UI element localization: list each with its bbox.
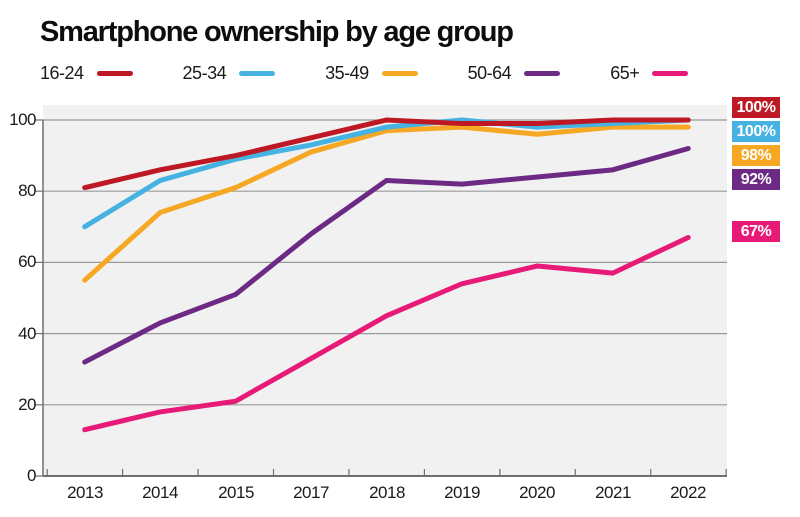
y-axis-tick-0: 0 [27, 466, 36, 485]
x-axis-tick-2018: 2018 [369, 483, 405, 502]
legend-swatch-50-64 [524, 71, 561, 76]
line-16-24 [82, 117, 691, 191]
x-axis-tick-2022: 2022 [670, 483, 706, 502]
x-axis-tick-2020: 2020 [519, 483, 555, 502]
legend-swatch-65plus [652, 71, 689, 76]
legend-item-25-34: 25-34 [183, 63, 276, 84]
x-axis-tick-2014: 2014 [142, 483, 178, 502]
legend-label-35-49: 35-49 [325, 63, 369, 83]
line-65+ [82, 234, 691, 433]
legend-swatch-16-24 [96, 71, 133, 76]
legend-label-25-34: 25-34 [182, 63, 227, 83]
end-label-16-24: 100% [732, 97, 780, 118]
end-label-65plus: 67% [732, 221, 780, 242]
legend-label-50-64: 50-64 [467, 63, 512, 83]
chart-title: Smartphone ownership by age group [40, 16, 514, 48]
legend: 16-24 25-34 35-49 50-64 65+ [40, 63, 689, 84]
x-axis-tick-2013: 2013 [67, 483, 103, 502]
legend-swatch-35-49 [381, 71, 418, 76]
y-axis-tick-40: 40 [18, 324, 36, 343]
y-axis-tick-60: 60 [18, 252, 36, 271]
legend-item-65plus: 65+ [610, 63, 689, 84]
x-axis-tick-2015: 2015 [218, 483, 254, 502]
legend-label-16-24: 16-24 [40, 63, 84, 83]
y-axis-tick-80: 80 [18, 181, 36, 200]
legend-item-50-64: 50-64 [468, 63, 561, 84]
y-axis-tick-100: 100 [9, 110, 36, 129]
line-50-64 [82, 145, 691, 365]
legend-item-35-49: 35-49 [325, 63, 418, 84]
legend-swatch-25-34 [239, 71, 276, 76]
y-axis-tick-20: 20 [18, 395, 36, 414]
x-axis-tick-2017: 2017 [293, 483, 329, 502]
line-25-34 [82, 117, 691, 230]
legend-label-65plus: 65+ [610, 63, 640, 83]
end-label-25-34: 100% [732, 121, 780, 142]
end-label-35-49: 98% [732, 145, 780, 166]
line-35-49 [82, 124, 691, 283]
legend-item-16-24: 16-24 [40, 63, 133, 84]
end-label-50-64: 92% [732, 169, 780, 190]
x-axis-tick-2021: 2021 [595, 483, 631, 502]
x-axis-tick-2019: 2019 [444, 483, 480, 502]
